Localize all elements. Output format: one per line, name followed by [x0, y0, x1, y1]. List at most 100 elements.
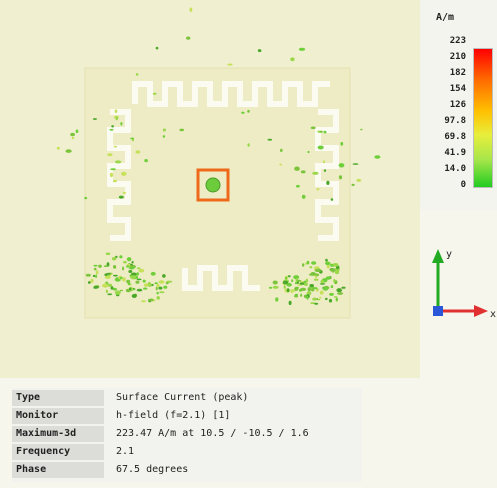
current-arrow-mark: [155, 286, 158, 291]
current-arrow-mark: [374, 155, 381, 159]
current-arrow-mark: [304, 282, 308, 286]
current-arrow-mark: [152, 92, 157, 95]
current-arrow-mark: [325, 261, 331, 266]
current-arrow-mark: [332, 263, 339, 267]
current-arrow-mark: [268, 286, 273, 289]
current-arrow-mark: [189, 7, 193, 12]
current-arrow-mark: [142, 279, 146, 283]
current-arrow-mark: [319, 283, 326, 285]
info-value: 223.47 A/m at 10.5 / -10.5 / 1.6: [116, 428, 309, 439]
current-arrow-mark: [319, 290, 324, 295]
current-arrow-mark: [159, 291, 165, 294]
surface-current-plot: [56, 7, 381, 319]
legend-unit-label: A/m: [436, 12, 455, 23]
current-arrow-mark: [156, 296, 160, 300]
current-arrow-mark: [300, 170, 306, 174]
current-arrow-mark: [290, 289, 294, 294]
current-arrow-mark: [113, 265, 117, 269]
current-arrow-mark: [136, 267, 141, 270]
current-arrow-mark: [317, 298, 321, 301]
current-arrow-mark: [65, 149, 72, 153]
current-arrow-mark: [293, 275, 300, 280]
current-arrow-mark: [329, 292, 334, 296]
current-arrow-mark: [360, 128, 363, 131]
current-arrow-mark: [113, 179, 117, 183]
current-arrow-mark: [272, 285, 279, 289]
current-arrow-mark: [105, 252, 111, 256]
current-arrow-mark: [241, 111, 245, 114]
current-arrow-mark: [92, 118, 97, 120]
current-arrow-mark: [121, 171, 127, 176]
current-arrow-mark: [130, 275, 137, 280]
current-arrow-mark: [290, 57, 295, 62]
current-arrow-mark: [143, 287, 148, 290]
current-arrow-mark: [308, 273, 316, 276]
current-arrow-mark: [111, 257, 117, 261]
current-arrow-mark: [294, 281, 297, 285]
current-arrow-mark: [291, 279, 294, 283]
current-arrow-mark: [162, 135, 166, 138]
current-arrow-mark: [280, 148, 283, 152]
current-arrow-mark: [141, 300, 146, 303]
current-arrow-mark: [110, 168, 116, 171]
current-arrow-mark: [129, 287, 132, 291]
current-arrow-mark: [311, 261, 317, 265]
current-arrow-mark: [303, 280, 307, 284]
current-arrow-mark: [130, 263, 133, 266]
current-arrow-mark: [85, 273, 91, 277]
current-arrow-mark: [105, 289, 108, 293]
y-axis-arrow-icon: [432, 249, 444, 263]
current-arrow-mark: [165, 282, 169, 285]
x-axis-arrow-icon: [474, 305, 488, 317]
current-arrow-mark: [320, 130, 324, 133]
current-arrow-mark: [122, 277, 126, 282]
current-arrow-mark: [298, 47, 306, 51]
current-arrow-mark: [338, 163, 345, 168]
current-arrow-mark: [325, 297, 328, 301]
current-arrow-mark: [118, 195, 124, 199]
current-arrow-mark: [122, 266, 125, 271]
current-arrow-mark: [279, 163, 282, 166]
current-arrow-mark: [316, 188, 320, 191]
info-key: Type: [12, 390, 104, 406]
current-arrows: [56, 7, 381, 306]
current-arrow-mark: [84, 196, 88, 200]
current-arrow-mark: [319, 296, 322, 299]
current-arrow-mark: [306, 291, 312, 296]
current-arrow-mark: [92, 274, 96, 278]
current-arrow-mark: [302, 263, 305, 267]
current-arrow-mark: [313, 273, 320, 277]
current-arrow-mark: [154, 282, 158, 285]
current-arrow-mark: [135, 73, 139, 76]
current-arrow-mark: [70, 132, 75, 137]
legend-tick: 14.0: [444, 164, 466, 174]
current-arrow-mark: [333, 278, 336, 283]
x-axis-label: x: [490, 309, 496, 320]
current-arrow-mark: [156, 291, 159, 295]
current-arrow-mark: [135, 150, 141, 154]
current-arrow-mark: [95, 274, 98, 278]
current-arrow-mark: [312, 297, 317, 301]
current-arrow-mark: [288, 300, 292, 306]
current-arrow-mark: [114, 109, 118, 113]
current-arrow-mark: [296, 184, 300, 188]
current-arrow-mark: [286, 288, 290, 293]
feed-port-square: [196, 168, 230, 202]
current-arrow-mark: [283, 285, 286, 289]
current-arrow-mark: [310, 126, 316, 130]
current-arrow-mark: [267, 138, 273, 141]
current-arrow-mark: [126, 257, 132, 262]
current-arrow-mark: [144, 159, 148, 163]
legend-tick: 69.8: [444, 132, 466, 142]
current-arrow-mark: [122, 261, 127, 264]
current-arrow-mark: [314, 268, 321, 272]
field-viewport[interactable]: [0, 0, 420, 378]
colorbar-legend: A/m 223 210 182 154 126 97.8 69.8 41.9 1…: [420, 0, 497, 210]
result-info-panel: Type Surface Current (peak) Monitor h-fi…: [12, 388, 362, 482]
current-arrow-mark: [120, 122, 123, 126]
current-arrow-mark: [113, 145, 118, 148]
current-arrow-mark: [115, 255, 118, 258]
current-arrow-mark: [335, 297, 338, 302]
legend-tick: 182: [449, 68, 466, 78]
current-arrow-mark: [323, 130, 327, 134]
